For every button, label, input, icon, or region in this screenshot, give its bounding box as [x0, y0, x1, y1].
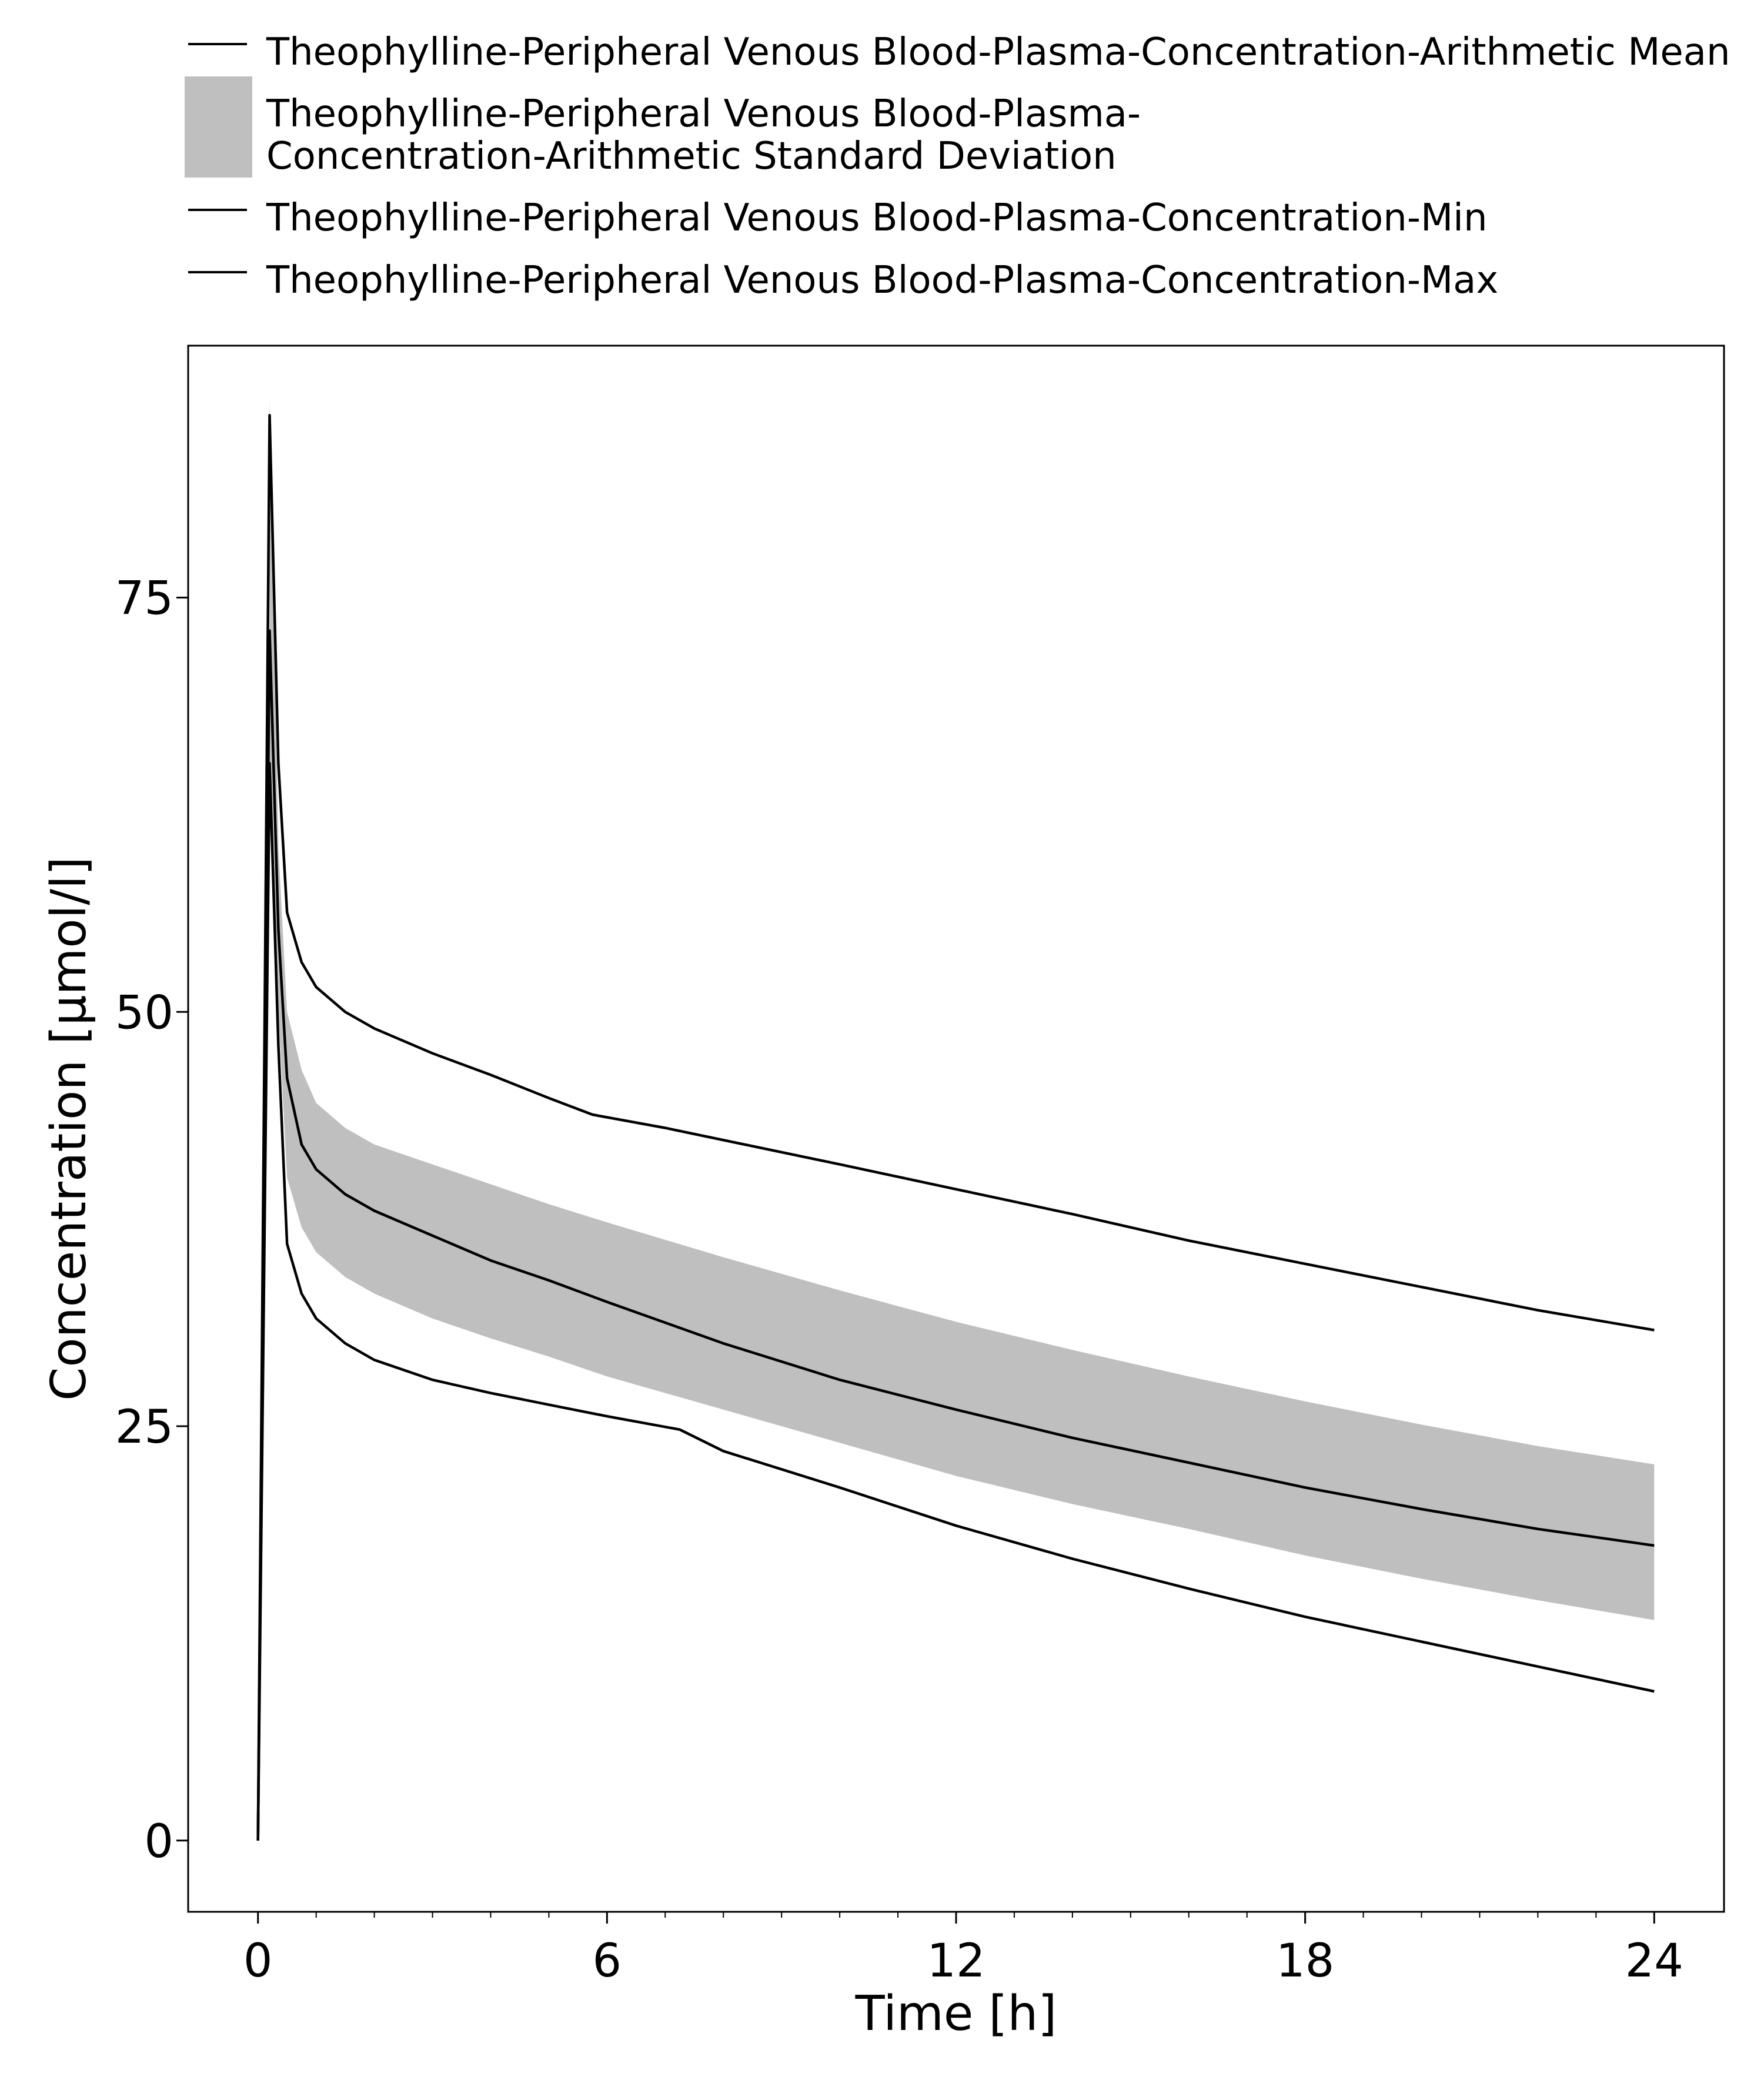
x-tick-label-12: 12: [927, 1935, 985, 1988]
legend-swatch-sd: [185, 76, 252, 178]
plot-area: [256, 399, 1655, 1841]
x-tick-label-0: 0: [243, 1935, 273, 1988]
y-tick-label-25: 25: [115, 1401, 173, 1454]
x-tick-label-6: 6: [593, 1935, 622, 1988]
x-tick-label-24: 24: [1625, 1935, 1683, 1988]
legend-label-sd-line2: Concentration-Arithmetic Standard Deviat…: [266, 135, 1117, 178]
legend-label-mean: Theophylline-Peripheral Venous Blood-Pla…: [266, 31, 1730, 74]
x-tick-label-18: 18: [1276, 1935, 1334, 1988]
axes: 0 6 12 18 24 0 25 50 75: [115, 572, 1683, 1988]
series-line-max: [256, 414, 1655, 1841]
y-axis-title: Concentration [µmol/l]: [41, 857, 97, 1401]
legend-label-min: Theophylline-Peripheral Venous Blood-Pla…: [266, 196, 1488, 240]
legend: Theophylline-Peripheral Venous Blood-Pla…: [185, 31, 1730, 302]
series-line-mean: [256, 629, 1655, 1841]
x-axis-title: Time [h]: [855, 1986, 1057, 2042]
y-tick-label-0: 0: [144, 1815, 173, 1868]
series-line-min: [256, 762, 1655, 1841]
series-band-standard-deviation: [269, 399, 1655, 1620]
legend-label-max: Theophylline-Peripheral Venous Blood-Pla…: [266, 259, 1498, 302]
y-tick-label-75: 75: [115, 572, 173, 625]
legend-label-sd-line1: Theophylline-Peripheral Venous Blood-Pla…: [266, 92, 1141, 136]
y-tick-label-50: 50: [115, 986, 173, 1039]
